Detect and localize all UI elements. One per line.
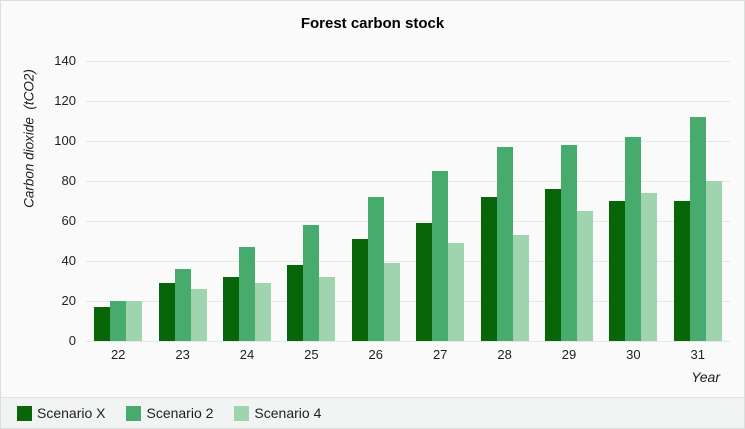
bar-scenario-4-year-25 <box>319 277 336 341</box>
bar-scenario-4-year-27 <box>448 243 465 341</box>
x-tick-label-28: 28 <box>497 347 512 362</box>
legend-swatch-icon <box>126 405 142 421</box>
bar-scenario-x-year-24 <box>223 277 239 341</box>
x-tick-label-23: 23 <box>175 347 190 362</box>
bar-scenario-x-year-31 <box>673 201 690 341</box>
bar-scenario-2-year-22 <box>110 301 127 341</box>
gridline-80 <box>86 181 730 182</box>
bar-scenario-2-year-30 <box>625 137 642 341</box>
bar-scenario-x-year-25 <box>287 265 304 341</box>
gridline-0 <box>86 341 730 342</box>
bar-scenario-4-year-26 <box>383 263 400 341</box>
gridline-140 <box>86 61 730 62</box>
y-tick-label-0: 0 <box>68 333 76 348</box>
legend-item-scenario-4: Scenario 4 <box>234 405 321 421</box>
bar-scenario-4-year-31 <box>705 181 722 341</box>
x-tick-label-31: 31 <box>690 347 706 362</box>
legend-label: Scenario X <box>37 405 106 421</box>
y-tick-label-60: 60 <box>61 213 76 228</box>
bar-scenario-4-year-29 <box>577 211 593 341</box>
bar-scenario-2-year-26 <box>367 197 384 341</box>
x-tick-label-22: 22 <box>110 347 126 362</box>
x-tick-label-26: 26 <box>368 347 384 362</box>
bar-scenario-x-year-26 <box>351 239 368 341</box>
gridline-60 <box>86 221 730 222</box>
x-tick-label-29: 29 <box>561 347 577 362</box>
y-tick-label-100: 100 <box>54 133 76 148</box>
bar-scenario-2-year-24 <box>239 247 255 341</box>
bar-scenario-x-year-23 <box>158 283 175 341</box>
legend-item-scenario-x: Scenario X <box>17 405 105 421</box>
bar-scenario-x-year-22 <box>94 307 111 341</box>
x-tick-label-24: 24 <box>239 347 255 362</box>
bar-scenario-4-year-30 <box>641 193 658 341</box>
legend: Scenario X Scenario 2 Scenario 4 <box>1 397 744 428</box>
bar-scenario-2-year-29 <box>561 145 577 341</box>
legend-swatch-icon <box>234 405 250 421</box>
bar-scenario-2-year-27 <box>432 171 449 341</box>
bar-scenario-x-year-28 <box>480 197 497 341</box>
bar-scenario-x-year-29 <box>545 189 561 341</box>
y-tick-label-40: 40 <box>61 253 76 268</box>
bar-scenario-4-year-24 <box>255 283 271 341</box>
bar-scenario-2-year-31 <box>689 117 706 341</box>
x-tick-label-25: 25 <box>304 347 319 362</box>
x-axis-title: Year <box>691 369 720 385</box>
gridline-100 <box>86 141 730 142</box>
bar-scenario-2-year-28 <box>496 147 513 341</box>
plot-area: 0 20 40 60 80 100 120 140 22 23 24 25 26 27 28 29 30 31 <box>54 53 730 362</box>
x-tick-label-30: 30 <box>626 347 641 362</box>
bar-scenario-2-year-23 <box>174 269 191 341</box>
y-tick-label-120: 120 <box>54 93 76 108</box>
bar-scenario-x-year-27 <box>416 223 433 341</box>
bar-scenario-x-year-30 <box>609 201 626 341</box>
gridline-40 <box>86 261 730 262</box>
chart-title: Forest carbon stock <box>300 15 445 32</box>
x-tick-label-27: 27 <box>432 347 448 362</box>
bar-scenario-2-year-25 <box>303 225 320 341</box>
bar-scenario-4-year-22 <box>126 301 143 341</box>
gridline-120 <box>86 101 730 102</box>
y-tick-label-20: 20 <box>61 293 76 308</box>
legend-swatch-icon <box>17 405 32 421</box>
legend-label: Scenario 2 <box>146 405 214 421</box>
bar-scenario-4-year-28 <box>512 235 529 341</box>
y-tick-label-140: 140 <box>54 53 76 68</box>
legend-item-scenario-2: Scenario 2 <box>126 405 213 421</box>
y-tick-label-80: 80 <box>61 173 76 188</box>
legend-label: Scenario 4 <box>254 405 322 421</box>
gridline-20 <box>86 301 730 302</box>
bar-scenario-4-year-23 <box>190 289 207 341</box>
